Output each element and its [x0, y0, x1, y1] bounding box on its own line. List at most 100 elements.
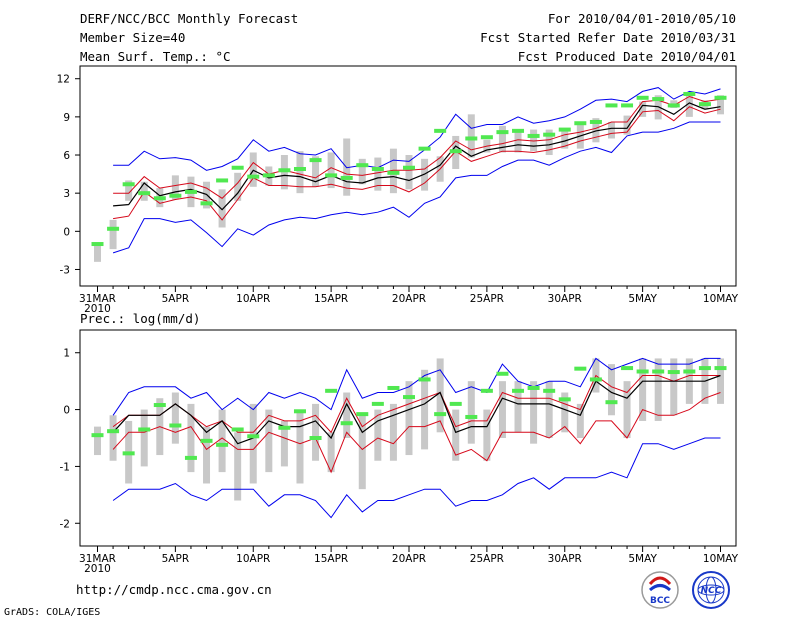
ensemble-range-box [545, 129, 553, 156]
observed-marker [387, 170, 400, 175]
y-tick-label: 0 [63, 405, 70, 417]
ensemble-range-box [187, 403, 195, 473]
ensemble-range-box [623, 381, 631, 438]
y-tick-label: -1 [60, 461, 70, 473]
series-line-upper [113, 95, 721, 199]
observed-marker [309, 436, 322, 440]
ensemble-range-box [639, 101, 647, 117]
observed-marker [340, 421, 353, 426]
ensemble-range-box [249, 403, 257, 484]
observed-marker [247, 174, 260, 179]
precipitation-panel: -2 -1 0 1 31MAR 2010 5APR 10APR 15APR 20APR 25APR 3… [60, 329, 739, 575]
x-tick-label: 15APR [314, 553, 348, 565]
x-tick-label: 20APR [392, 293, 426, 305]
ensemble-range-box [94, 426, 101, 456]
observed-marker [403, 165, 415, 170]
ensemble-range-box [498, 381, 506, 438]
observed-marker [138, 191, 151, 196]
ensemble-range-box [607, 121, 615, 139]
member-size: Member Size=40 [80, 30, 185, 45]
ensemble-range-box [109, 415, 117, 461]
observed-marker [107, 429, 120, 434]
observed-marker [387, 385, 400, 390]
ensemble-range-box [374, 157, 382, 191]
variable-label: Mean Surf. Temp.: °C [80, 49, 231, 64]
series-line-mean [112, 374, 721, 445]
ensemble-range-box [171, 175, 179, 200]
observed-marker [714, 95, 727, 100]
ensemble-range-box [405, 381, 413, 456]
ensemble-range-box [607, 364, 615, 416]
x-tick-label: 10MAY [703, 553, 739, 565]
observed-marker [262, 173, 275, 178]
y-tick-label: 6 [63, 150, 70, 162]
ensemble-range-box [109, 219, 117, 250]
ensemble-range-box [483, 409, 491, 461]
x-tick-label: 10APR [236, 553, 270, 565]
y-tick-label: -2 [60, 518, 70, 530]
bcc-logo: BCC [641, 571, 679, 609]
observed-marker [371, 167, 384, 172]
observed-marker [153, 196, 166, 201]
observed-marker [527, 133, 540, 138]
temperature-panel: -3 0 3 6 9 12 31MAR 2010 5APR 10APR 15APR 20APR 25AP… [57, 65, 739, 315]
observed-marker [698, 102, 711, 107]
observed-marker [278, 425, 291, 430]
ensemble-range-box [94, 242, 101, 262]
observed-marker [621, 103, 634, 108]
observed-marker [418, 146, 431, 151]
y-tick-label: 3 [63, 188, 70, 200]
observed-marker [91, 433, 104, 438]
observed-marker [122, 182, 135, 187]
x-tick-label: 20APR [392, 553, 426, 565]
observed-marker [574, 121, 587, 126]
ensemble-range-box [234, 172, 242, 201]
x-tick-label: 5MAY [628, 293, 657, 305]
series-line-min [112, 437, 721, 519]
observed-marker [714, 366, 727, 371]
y-tick-label: 0 [63, 226, 70, 238]
observed-marker [574, 366, 587, 371]
ensemble-range-box [530, 381, 538, 444]
observed-marker [231, 165, 244, 170]
observed-marker [340, 175, 353, 180]
series-line-mean [113, 102, 721, 211]
ensemble-range-box [561, 392, 569, 433]
observed-marker [309, 158, 322, 163]
observed-marker [278, 168, 291, 173]
observed-marker [527, 385, 540, 390]
ensemble-range-box [296, 151, 304, 194]
observed-marker [605, 103, 618, 108]
observed-marker [636, 95, 649, 100]
ensemble-range-box [374, 409, 382, 461]
observed-marker [293, 167, 306, 172]
observed-marker [512, 388, 525, 393]
observed-marker [200, 438, 213, 443]
started-refer-date: Fcst Started Refer Date 2010/03/31 [480, 30, 736, 45]
observed-marker [543, 132, 556, 137]
series-line-lower [113, 106, 721, 221]
x-tick-label: 31MAR 2010 [79, 553, 116, 575]
ensemble-range-box [592, 118, 600, 143]
y-tick-label: 9 [63, 112, 70, 124]
x-tick-label: 5APR [162, 553, 190, 565]
observed-marker [418, 377, 431, 382]
ensemble-range-box [514, 381, 522, 433]
observed-marker [667, 103, 680, 108]
ensemble-range-box [171, 392, 179, 444]
observed-marker [371, 401, 384, 406]
observed-marker [184, 455, 197, 460]
x-tick-label: 5APR [162, 293, 190, 305]
grads-credit: GrADS: COLA/IGES [4, 607, 100, 618]
ensemble-range-box [327, 152, 335, 189]
ensemble-range-box [327, 432, 335, 473]
observed-marker [216, 442, 229, 447]
observed-marker [496, 130, 509, 135]
observed-marker [153, 403, 166, 408]
observed-marker [589, 377, 602, 382]
series-line-max [113, 87, 721, 171]
observed-marker [434, 412, 447, 417]
observed-marker [558, 397, 571, 402]
ncc-logo-text: NCC [701, 586, 722, 596]
